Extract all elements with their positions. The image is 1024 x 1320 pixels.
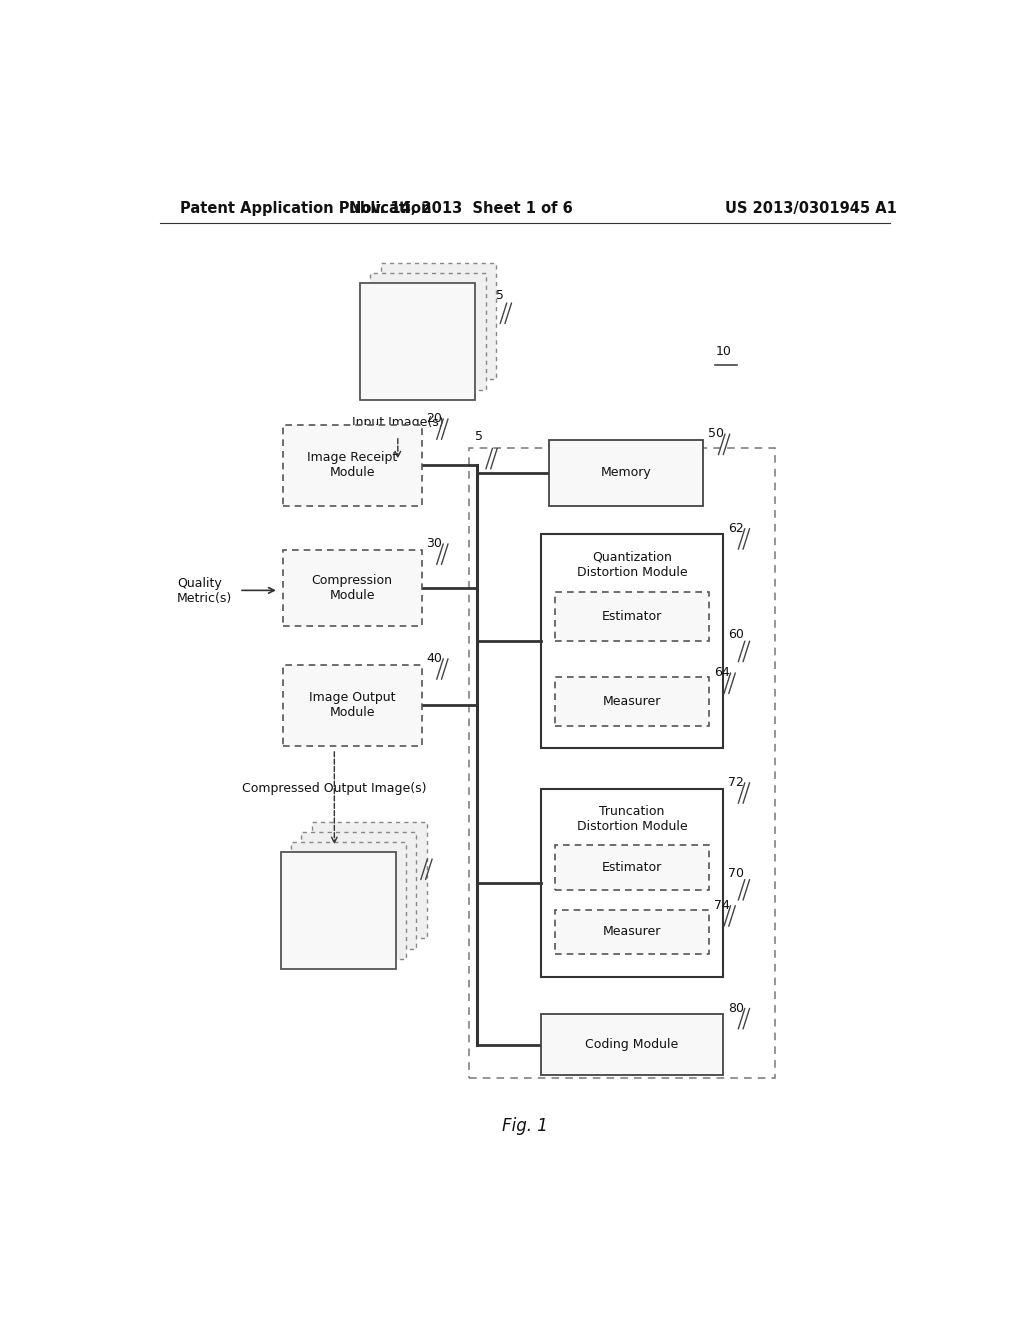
Text: 15: 15 xyxy=(489,289,505,302)
Text: Patent Application Publication: Patent Application Publication xyxy=(179,201,431,215)
Text: 25: 25 xyxy=(410,845,426,858)
Text: 74: 74 xyxy=(714,899,729,912)
Text: 5: 5 xyxy=(475,430,482,444)
Bar xyxy=(549,440,703,506)
Bar xyxy=(469,447,775,1078)
Text: 80: 80 xyxy=(728,1002,744,1015)
Text: Compression
Module: Compression Module xyxy=(311,574,392,602)
Text: Fig. 1: Fig. 1 xyxy=(502,1117,548,1135)
Text: Measurer: Measurer xyxy=(603,694,662,708)
Bar xyxy=(541,1014,723,1076)
Text: 60: 60 xyxy=(728,628,743,642)
Text: 40: 40 xyxy=(426,652,442,665)
Bar xyxy=(291,842,407,958)
Text: Metric(s): Metric(s) xyxy=(177,591,232,605)
Bar xyxy=(311,821,427,939)
Text: Memory: Memory xyxy=(601,466,651,479)
Bar xyxy=(360,282,475,400)
Text: 30: 30 xyxy=(426,537,442,550)
Bar xyxy=(555,846,709,890)
Bar xyxy=(301,832,417,949)
Text: 20: 20 xyxy=(426,412,442,425)
Bar xyxy=(371,273,485,389)
Bar xyxy=(541,535,723,748)
Text: 50: 50 xyxy=(709,428,724,441)
Text: 64: 64 xyxy=(714,667,729,680)
Bar xyxy=(555,593,709,642)
Bar xyxy=(283,549,422,626)
Bar xyxy=(283,664,422,746)
Text: Compressed Output Image(s): Compressed Output Image(s) xyxy=(242,781,427,795)
Bar xyxy=(541,788,723,977)
Text: 62: 62 xyxy=(728,521,743,535)
Text: 72: 72 xyxy=(728,776,743,789)
Bar xyxy=(381,263,496,379)
Bar xyxy=(283,425,422,506)
Text: Input Image(s): Input Image(s) xyxy=(352,416,443,429)
Text: 10: 10 xyxy=(715,345,731,358)
Text: Nov. 14, 2013  Sheet 1 of 6: Nov. 14, 2013 Sheet 1 of 6 xyxy=(349,201,573,215)
Bar xyxy=(555,909,709,954)
Text: Estimator: Estimator xyxy=(602,610,663,623)
Text: Measurer: Measurer xyxy=(603,925,662,939)
Bar xyxy=(555,677,709,726)
Text: Truncation
Distortion Module: Truncation Distortion Module xyxy=(577,805,687,833)
Text: Quality: Quality xyxy=(177,577,222,590)
Text: 70: 70 xyxy=(728,867,744,879)
Text: Quantization
Distortion Module: Quantization Distortion Module xyxy=(577,550,687,579)
Text: Image Output
Module: Image Output Module xyxy=(309,692,395,719)
Text: US 2013/0301945 A1: US 2013/0301945 A1 xyxy=(725,201,896,215)
Text: Image Receipt
Module: Image Receipt Module xyxy=(307,451,397,479)
Text: Coding Module: Coding Module xyxy=(586,1039,679,1051)
Bar xyxy=(281,853,396,969)
Text: Estimator: Estimator xyxy=(602,862,663,874)
